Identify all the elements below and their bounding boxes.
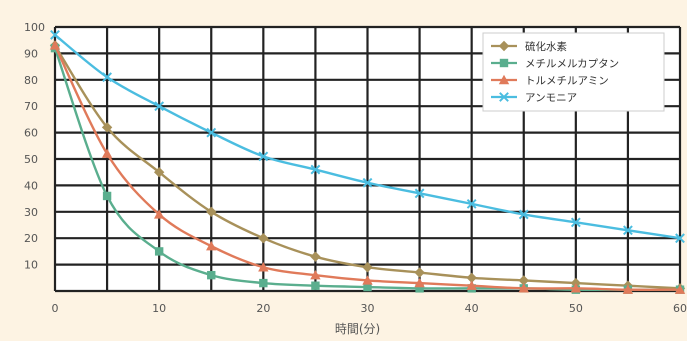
data-point	[102, 72, 112, 83]
data-point	[518, 283, 529, 293]
data-point	[310, 251, 321, 262]
x-tick-label: 50	[569, 302, 583, 315]
data-point	[415, 284, 424, 293]
y-tick-label: 70	[24, 100, 38, 113]
y-tick-label: 90	[24, 47, 38, 60]
data-point	[153, 209, 165, 219]
legend-label: 硫化水素	[525, 40, 567, 53]
x-tick-label: 60	[673, 302, 687, 315]
data-point	[622, 284, 634, 294]
data-point	[207, 270, 216, 280]
data-point	[154, 101, 165, 112]
y-tick-label: 80	[24, 74, 38, 87]
data-point	[518, 209, 529, 220]
legend-label: アンモニア	[525, 92, 577, 104]
x-tick-label: 30	[361, 302, 375, 315]
data-point	[362, 177, 373, 188]
legend-label: トルメチルアミン	[525, 75, 609, 87]
legend-item: 硫化水素	[491, 40, 567, 53]
data-point	[101, 148, 113, 158]
data-point	[570, 217, 581, 228]
data-point	[258, 262, 269, 272]
y-tick-label: 10	[24, 259, 38, 272]
x-tick-label: 10	[152, 302, 166, 315]
data-point	[206, 127, 217, 138]
legend-marker	[498, 40, 510, 52]
y-tick-label: 100	[24, 21, 45, 34]
data-point	[466, 272, 477, 283]
data-point	[49, 40, 61, 50]
data-point	[259, 278, 268, 288]
data-point	[363, 282, 372, 292]
data-point	[570, 283, 582, 293]
series-layer	[49, 30, 686, 294]
x-axis-label: 時間(分)	[335, 322, 380, 336]
data-point	[153, 167, 165, 178]
legend-marker	[499, 92, 509, 102]
series-3	[49, 40, 686, 294]
legend-item: トルメチルアミン	[491, 74, 609, 87]
data-point	[206, 206, 217, 217]
data-point	[154, 247, 164, 256]
y-tick-label: 60	[24, 127, 38, 140]
y-tick-label: 30	[24, 206, 38, 219]
data-point	[258, 151, 269, 162]
data-point	[258, 233, 269, 244]
data-point	[414, 277, 425, 288]
data-point	[362, 262, 373, 273]
series-4	[50, 30, 685, 244]
data-point	[102, 191, 112, 201]
data-point	[310, 164, 321, 175]
data-point	[675, 233, 685, 244]
x-tick-label: 0	[52, 302, 59, 315]
data-point	[414, 267, 425, 278]
data-point	[50, 30, 60, 40]
y-tick-label: 50	[24, 153, 38, 166]
data-point	[101, 122, 113, 133]
data-point	[362, 275, 373, 285]
legend-item: アンモニア	[491, 92, 577, 104]
legend-marker	[498, 74, 510, 85]
data-point	[466, 198, 477, 209]
y-tick-label: 20	[24, 232, 38, 245]
data-point	[466, 280, 477, 290]
y-tick-label: 40	[24, 179, 38, 192]
data-point	[518, 275, 529, 286]
data-point	[674, 284, 686, 294]
x-tick-label: 20	[256, 302, 270, 315]
x-tick-label: 40	[465, 302, 479, 315]
data-point	[414, 188, 425, 199]
legend-label: メチルメルカプタン	[525, 58, 619, 70]
legend-marker	[499, 58, 509, 68]
data-point	[310, 269, 321, 280]
data-point	[623, 225, 633, 236]
legend-item: メチルメルカプタン	[491, 58, 619, 70]
data-point	[311, 281, 320, 290]
tick-labels: 0 10 20 30 40 50 60 10 20 30 40 50 60 70 80 90 100	[24, 21, 687, 315]
data-point	[206, 240, 217, 251]
